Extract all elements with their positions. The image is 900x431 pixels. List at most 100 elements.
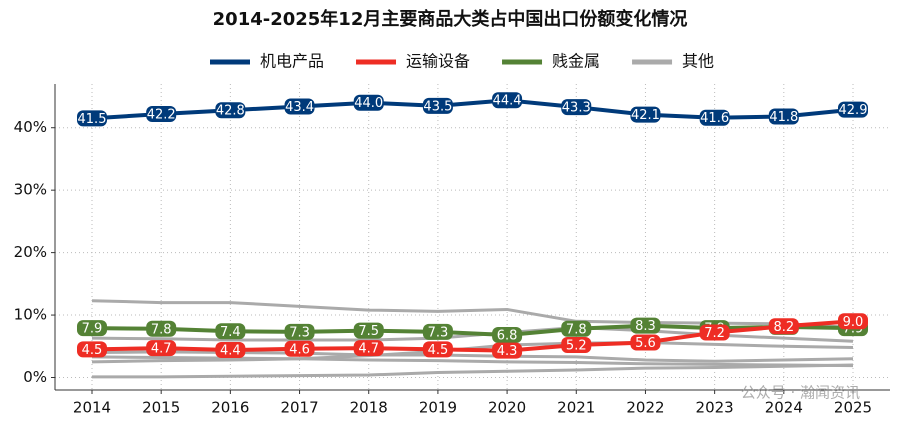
- data-label-text: 4.6: [289, 342, 310, 357]
- data-label-text: 42.1: [631, 108, 660, 123]
- data-label: 7.9: [77, 320, 107, 337]
- x-tick-label: 2025: [834, 399, 872, 417]
- data-label: 4.7: [353, 340, 384, 357]
- data-label-box: [77, 320, 107, 337]
- data-label-box: [77, 341, 107, 358]
- data-label: 7.4: [215, 323, 246, 340]
- data-label-box: [561, 337, 592, 354]
- y-tick-label: 20%: [14, 243, 47, 261]
- x-tick-label: 2016: [211, 399, 249, 417]
- data-label-box: [492, 327, 523, 344]
- data-label-box: [353, 340, 384, 357]
- data-label-text: 42.9: [839, 103, 868, 118]
- data-label-text: 5.2: [566, 339, 587, 354]
- data-label-box: [699, 109, 730, 126]
- data-label: 43.5: [422, 97, 453, 114]
- data-label-box: [561, 320, 592, 337]
- data-label: 5.2: [561, 337, 592, 354]
- y-tick-label: 40%: [14, 118, 47, 136]
- data-label-box: [422, 341, 453, 358]
- data-label: 4.3: [492, 342, 523, 359]
- data-label-text: 43.5: [423, 99, 452, 114]
- data-label-box: [284, 340, 315, 357]
- data-label-text: 4.3: [497, 344, 518, 359]
- data-label-text: 44.0: [354, 96, 383, 111]
- legend-label: 运输设备: [406, 52, 470, 71]
- legend-label: 机电产品: [260, 52, 324, 71]
- chart-title: 2014-2025年12月主要商品大类占中国出口份额变化情况: [213, 8, 688, 30]
- data-label: 8.2: [768, 318, 799, 335]
- series-line: [92, 363, 854, 379]
- data-label-text: 41.8: [769, 110, 798, 125]
- data-label-box: [768, 108, 799, 125]
- x-tick-label: 2023: [696, 399, 734, 417]
- data-label-text: 8.2: [773, 320, 794, 335]
- data-label-text: 4.5: [82, 343, 103, 358]
- data-label: 7.8: [561, 320, 592, 337]
- x-tick-label: 2017: [280, 399, 318, 417]
- data-label-box: [630, 334, 661, 351]
- data-label-box: [768, 318, 799, 335]
- data-label: 7.8: [146, 320, 177, 337]
- y-tick-label: 10%: [14, 306, 47, 324]
- data-label-text: 6.8: [497, 329, 518, 344]
- data-label-text: 4.7: [358, 342, 379, 357]
- data-label: 4.5: [422, 341, 453, 358]
- data-label: 42.2: [146, 105, 177, 122]
- data-label-box: [284, 98, 315, 115]
- data-label: 44.4: [492, 92, 523, 109]
- data-label-box: [422, 97, 453, 114]
- data-label-text: 7.8: [566, 322, 587, 337]
- data-label: 41.5: [77, 110, 107, 127]
- x-tick-label: 2019: [419, 399, 457, 417]
- data-label-box: [215, 342, 246, 359]
- data-label-text: 5.6: [635, 336, 656, 351]
- data-label-box: [630, 317, 661, 334]
- y-tick-label: 30%: [14, 181, 47, 199]
- data-label-text: 43.3: [562, 101, 591, 116]
- data-label-box: [422, 323, 453, 340]
- data-label-box: [77, 110, 107, 127]
- data-label-text: 42.2: [147, 107, 176, 122]
- data-label-text: 44.4: [493, 94, 522, 109]
- x-tick-label: 2015: [142, 399, 180, 417]
- data-label-text: 7.5: [358, 324, 379, 339]
- data-label-text: 42.8: [216, 104, 245, 119]
- x-tick-label: 2024: [765, 399, 803, 417]
- data-label: 6.8: [492, 327, 523, 344]
- legend-label: 贱金属: [552, 52, 600, 71]
- data-label-text: 9.0: [843, 315, 864, 330]
- data-label-text: 7.9: [82, 322, 103, 337]
- x-tick-label: 2020: [488, 399, 526, 417]
- data-label-text: 7.3: [428, 325, 449, 340]
- data-label: 7.2: [699, 324, 730, 341]
- data-label: 42.1: [630, 106, 661, 123]
- data-label-text: 41.6: [700, 111, 729, 126]
- data-label: 9.0: [838, 313, 868, 330]
- data-label: 43.4: [284, 98, 315, 115]
- legend-label: 其他: [682, 52, 714, 71]
- data-label-box: [838, 101, 868, 118]
- data-label-box: [630, 106, 661, 123]
- data-label: 4.5: [77, 341, 107, 358]
- data-label: 42.8: [215, 102, 246, 119]
- data-label: 5.6: [630, 334, 661, 351]
- data-label: 44.0: [353, 94, 384, 111]
- data-label: 4.7: [146, 340, 177, 357]
- data-label-box: [353, 322, 384, 339]
- data-label-box: [838, 313, 868, 330]
- data-label-box: [353, 94, 384, 111]
- y-tick-label: 0%: [23, 368, 47, 386]
- x-tick-label: 2021: [557, 399, 595, 417]
- data-label-text: 7.2: [704, 326, 725, 341]
- data-label: 4.4: [215, 342, 246, 359]
- series-line: [91, 299, 854, 330]
- data-label: 7.3: [284, 323, 315, 340]
- data-label-text: 4.7: [151, 342, 172, 357]
- data-label-box: [146, 105, 177, 122]
- data-label-box: [492, 92, 523, 109]
- data-label-box: [561, 99, 592, 116]
- data-label-box: [215, 102, 246, 119]
- data-label-box: [146, 320, 177, 337]
